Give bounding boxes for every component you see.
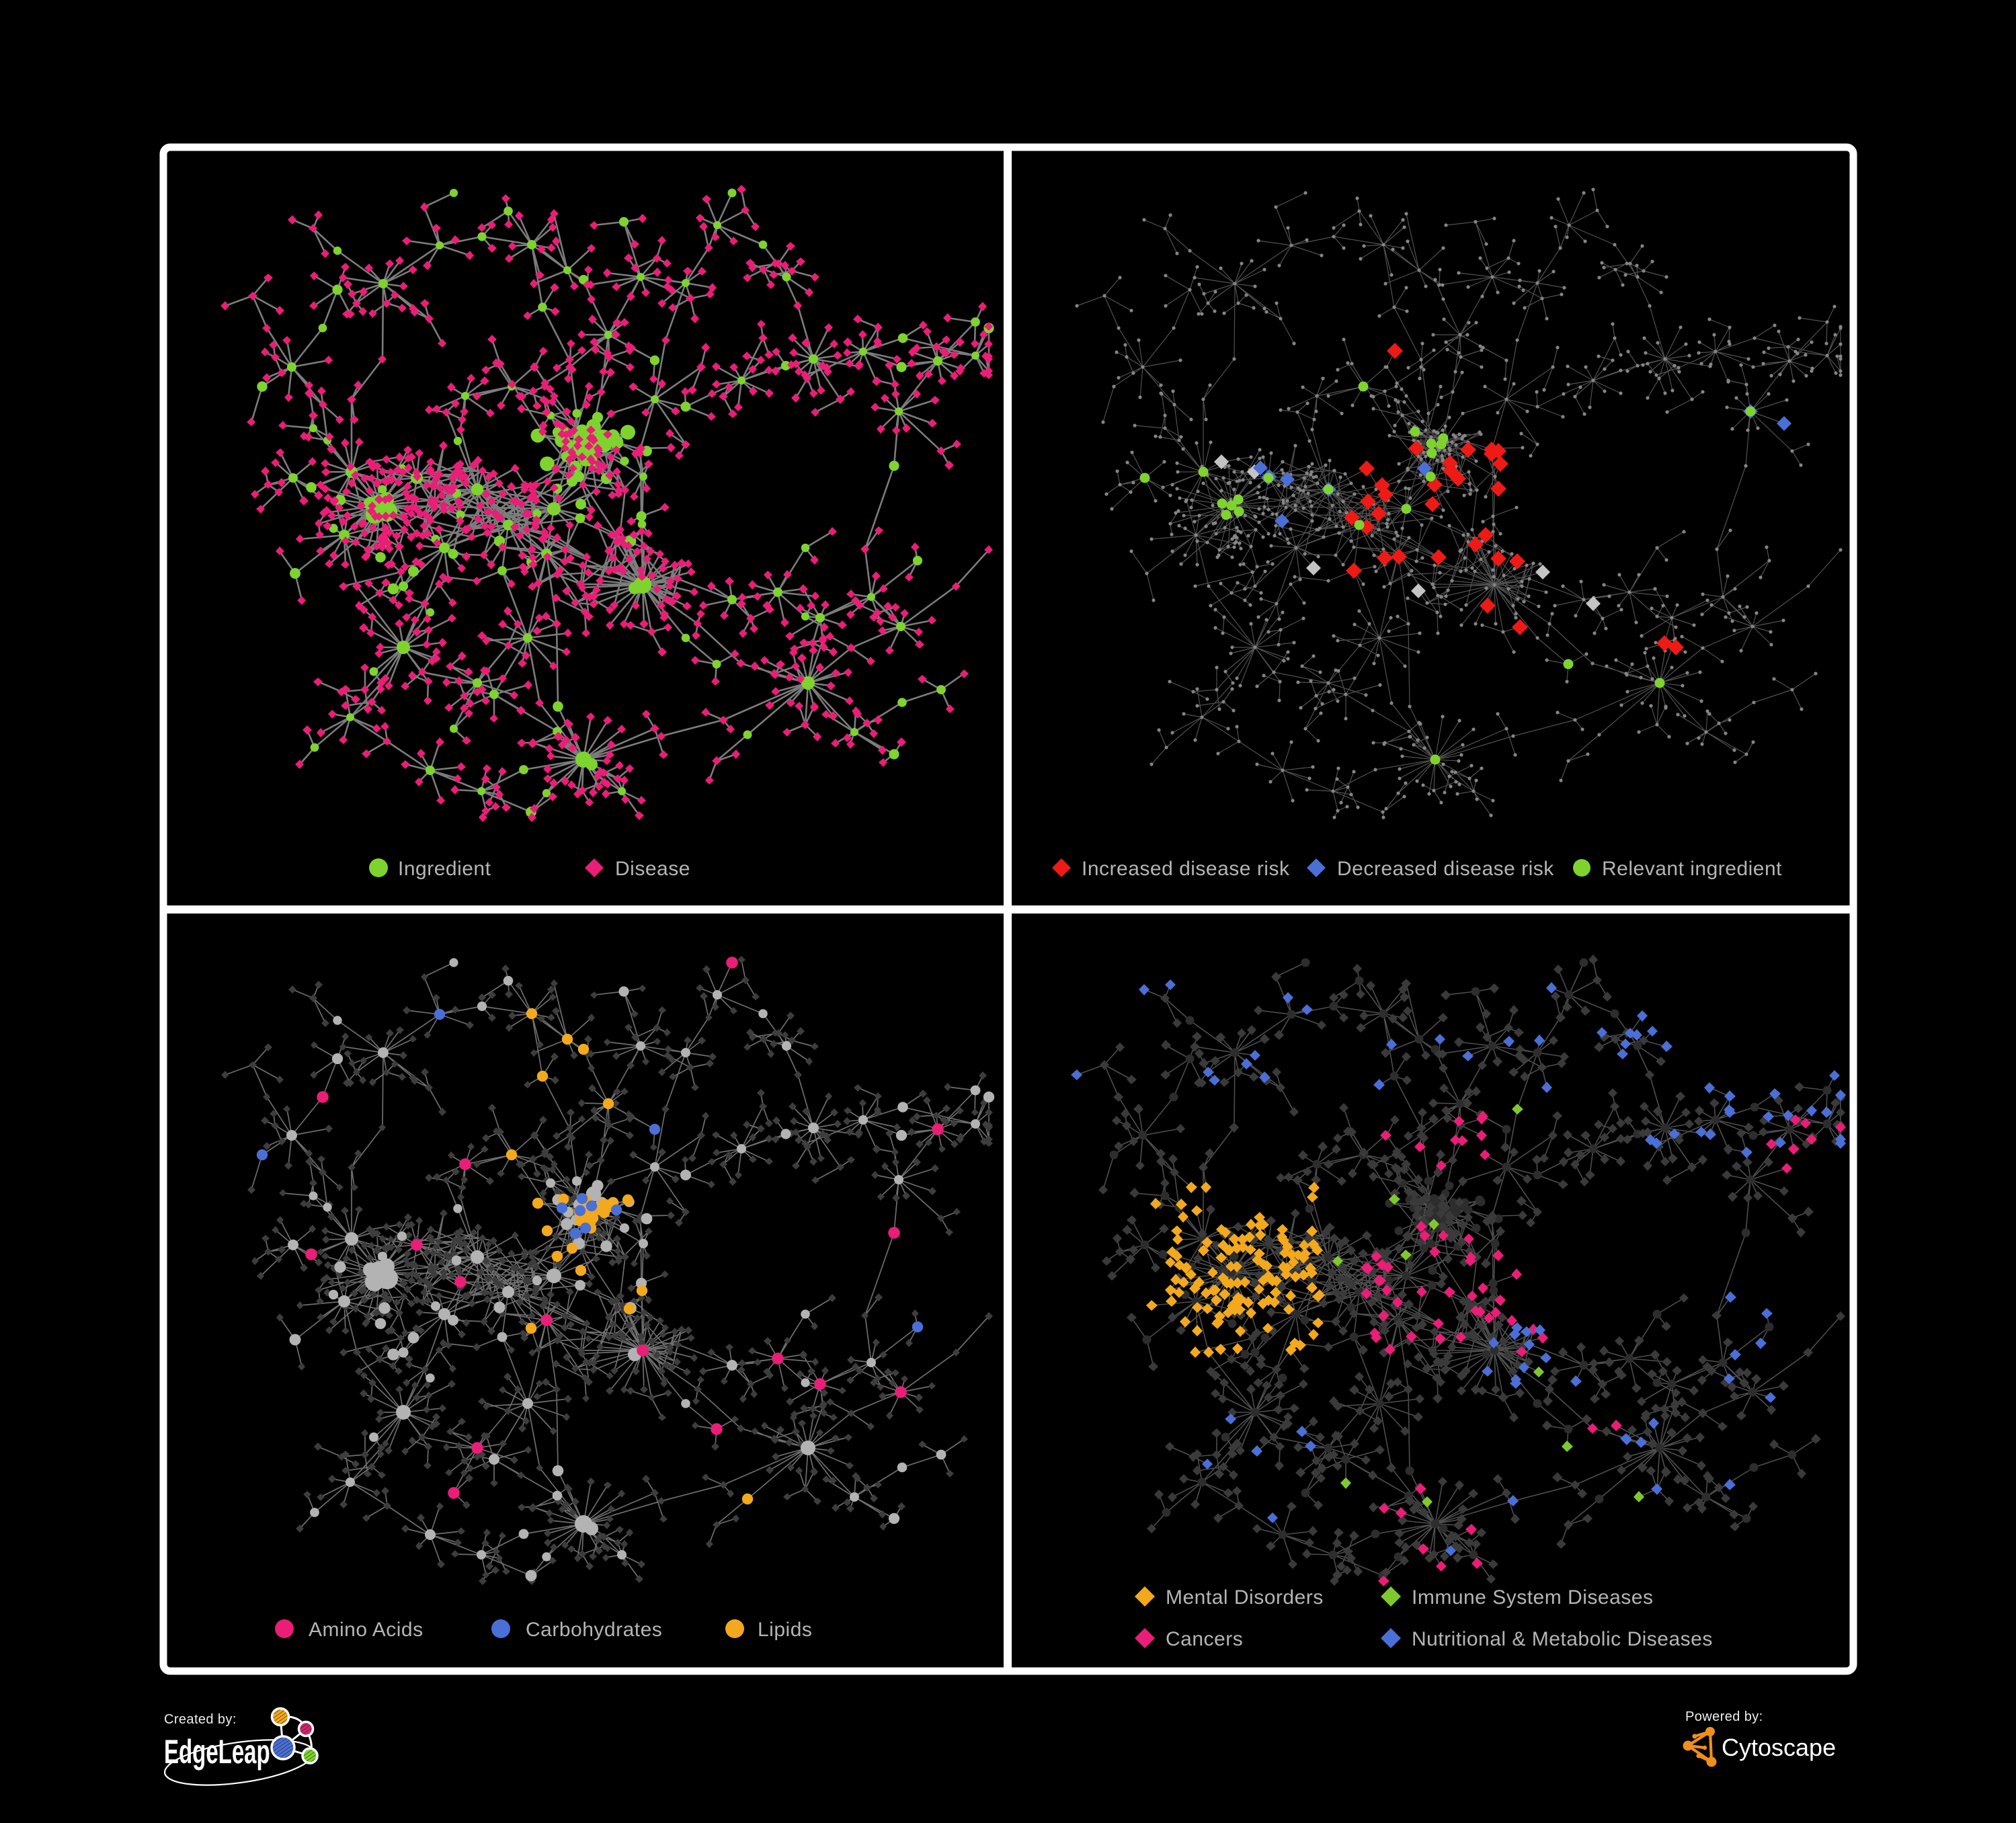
svg-text:Disease: Disease (615, 858, 690, 880)
svg-text:Carbohydrates: Carbohydrates (526, 1619, 662, 1641)
svg-text:Amino Acids: Amino Acids (309, 1619, 424, 1641)
svg-text:Increased disease risk: Increased disease risk (1082, 858, 1290, 880)
svg-text:Created by:: Created by: (164, 1712, 237, 1727)
svg-text:Powered by:: Powered by: (1685, 1709, 1763, 1724)
svg-text:Cancers: Cancers (1166, 1628, 1243, 1650)
svg-text:Immune System Diseases: Immune System Diseases (1412, 1586, 1653, 1609)
svg-text:Cytoscape: Cytoscape (1722, 1734, 1836, 1761)
svg-text:Ingredient: Ingredient (398, 858, 491, 880)
svg-text:Relevant ingredient: Relevant ingredient (1602, 858, 1782, 880)
svg-text:Lipids: Lipids (758, 1619, 812, 1641)
svg-text:Decreased disease risk: Decreased disease risk (1337, 858, 1554, 880)
svg-text:Nutritional & Metabolic Diseas: Nutritional & Metabolic Diseases (1412, 1628, 1713, 1650)
svg-text:Mental Disorders: Mental Disorders (1166, 1586, 1324, 1609)
svg-text:EdgeLeap: EdgeLeap (164, 1733, 270, 1770)
